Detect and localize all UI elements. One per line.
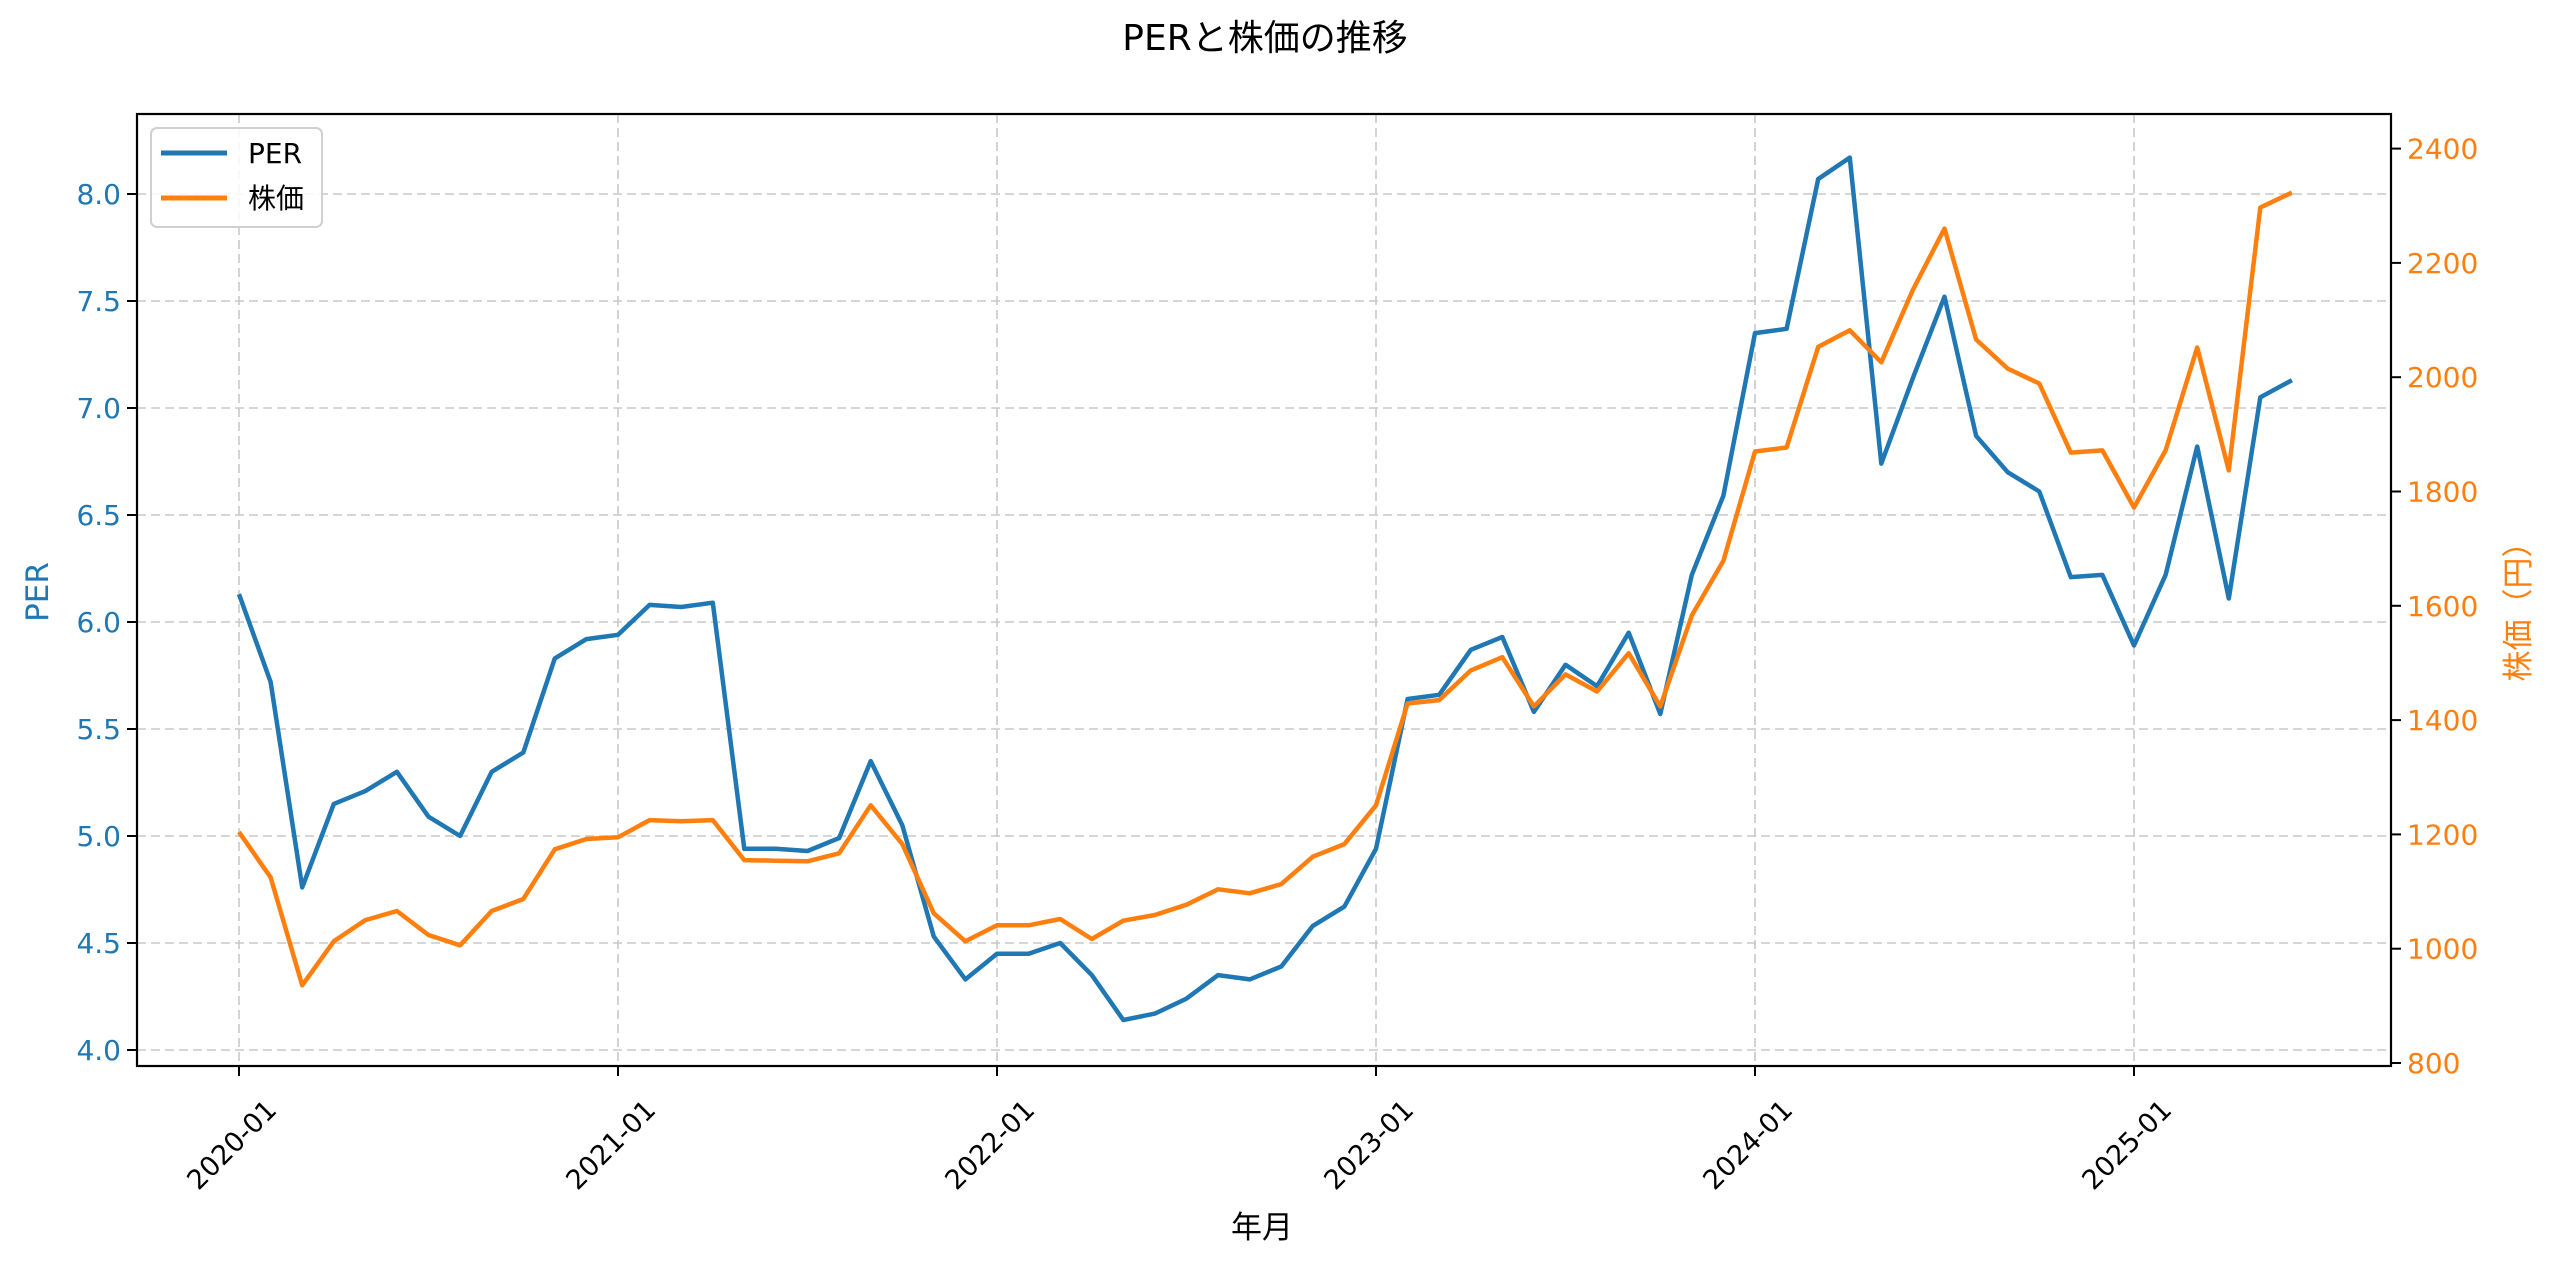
left-y-tick-label: 6.5 [76,499,121,532]
right-y-tick-label: 1400 [2407,704,2478,737]
left-y-tick-label: 7.0 [76,392,121,425]
right-y-tick-label: 1600 [2407,590,2478,623]
price-line [237,190,2293,988]
right-y-tick-label: 1800 [2407,476,2478,509]
y-axis-label-right: 株価（円） [2501,527,2537,682]
left-y-tick-label: 7.5 [76,285,121,318]
legend: PER 株価 [150,127,323,228]
x-tick-label: 2025-01 [2076,1094,2178,1196]
legend-price-label: 株価 [248,182,304,215]
left-y-tick-label: 4.5 [76,927,121,960]
right-y-axis: 800 1000 1200 1400 1600 1800 2000 2200 2400 [2391,133,2478,1080]
x-tick-label: 2023-01 [1318,1094,1420,1196]
x-tick-label: 2024-01 [1697,1094,1799,1196]
chart-title: PERと株価の推移 [1122,18,1407,59]
legend-per-label: PER [248,137,302,170]
x-tick-label: 2022-01 [939,1094,1041,1196]
x-gridlines [238,114,2135,1066]
left-y-tick-label: 5.5 [76,713,121,746]
left-y-tick-label: 8.0 [76,178,121,211]
left-y-axis: 4.0 4.5 5.0 5.5 6.0 6.5 7.0 7.5 8.0 [76,178,137,1067]
y-axis-label-left: PER [20,562,56,622]
right-y-tick-label: 2000 [2407,361,2478,394]
x-tick-label: 2020-01 [181,1094,283,1196]
right-y-tick-label: 2400 [2407,133,2478,166]
right-y-tick-label: 800 [2407,1047,2460,1080]
right-y-tick-label: 1200 [2407,818,2478,851]
y-gridlines [137,193,2391,1051]
plot-frame [135,112,2393,1068]
x-tick-label: 2021-01 [560,1094,662,1196]
x-axis-label: 年月 [1231,1210,1293,1246]
right-y-tick-label: 2200 [2407,247,2478,280]
right-y-tick-label: 1000 [2407,933,2478,966]
left-y-tick-label: 6.0 [76,606,121,639]
left-y-tick-label: 4.0 [76,1034,121,1067]
x-axis: 2020-01 2021-01 2022-01 2023-01 2024-01 2025-… [181,1066,2178,1196]
per-line [236,155,2293,1023]
left-y-tick-label: 5.0 [76,820,121,853]
